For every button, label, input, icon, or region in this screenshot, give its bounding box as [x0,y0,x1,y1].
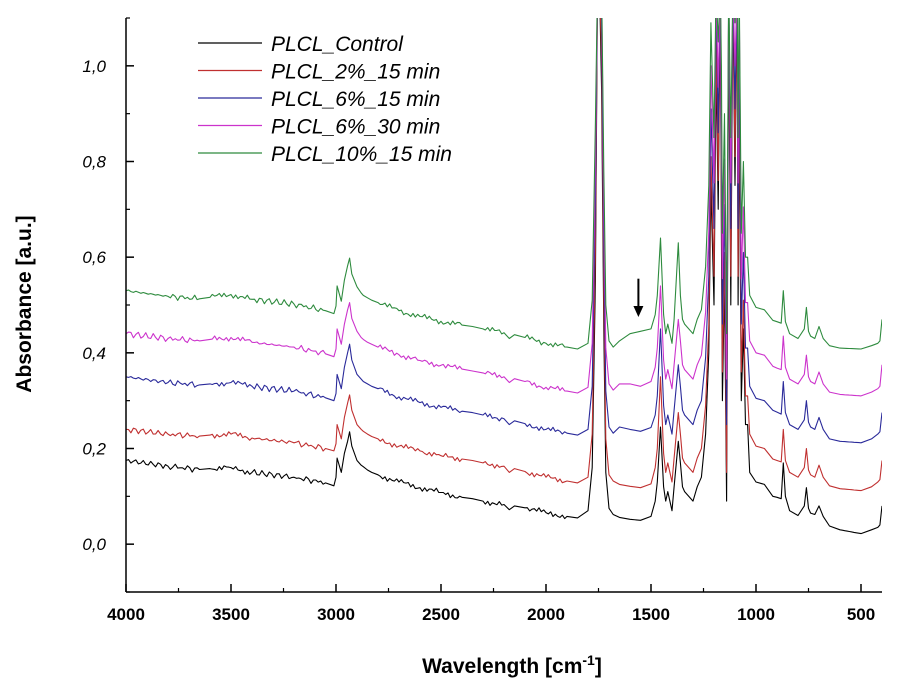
legend-label: PLCL_10%_15 min [271,143,452,166]
y-tick-label: 0,8 [82,153,106,172]
annotations [633,278,644,317]
legend-label: PLCL_6%_15 min [271,88,440,111]
y-tick-label: 0,4 [82,344,106,363]
x-tick-label: 2000 [527,605,565,624]
legend-label: PLCL_Control [271,33,404,56]
x-tick-label: 1000 [737,605,775,624]
y-tick-label: 0,2 [82,440,106,459]
x-axis-title: Wavelength [cm-1] [422,652,602,678]
legend-label: PLCL_6%_30 min [271,116,440,139]
series-line [126,18,882,397]
x-tick-label: 3500 [212,605,250,624]
x-tick-label: 500 [847,605,875,624]
x-axis-title-main: Wavelength [cm [422,655,582,678]
series-line [126,18,882,350]
x-tick-label: 4000 [107,605,145,624]
series-line [126,18,882,444]
y-axis-title: Absorbance [a.u.] [13,215,36,392]
y-tick-label: 0,0 [82,535,106,554]
x-tick-label: 3000 [317,605,355,624]
x-axis-title-superscript: -1 [582,652,595,668]
y-tick-label: 0,6 [82,248,106,267]
arrow-head [633,305,644,317]
series-line [126,18,882,492]
x-axis-title-end: ] [595,655,602,678]
axes: 4000 3500 3000 2500 2000 1500 1000 500 0,0 0,2 0,4… [82,17,882,624]
x-tick-label: 2500 [422,605,460,624]
series-layer [126,18,882,535]
legend: PLCL_Control PLCL_2%_15 min PLCL_6%_15 min… [198,33,452,166]
x-tick-label: 1500 [632,605,670,624]
y-tick-label: 1,0 [82,57,106,76]
legend-label: PLCL_2%_15 min [271,61,440,84]
